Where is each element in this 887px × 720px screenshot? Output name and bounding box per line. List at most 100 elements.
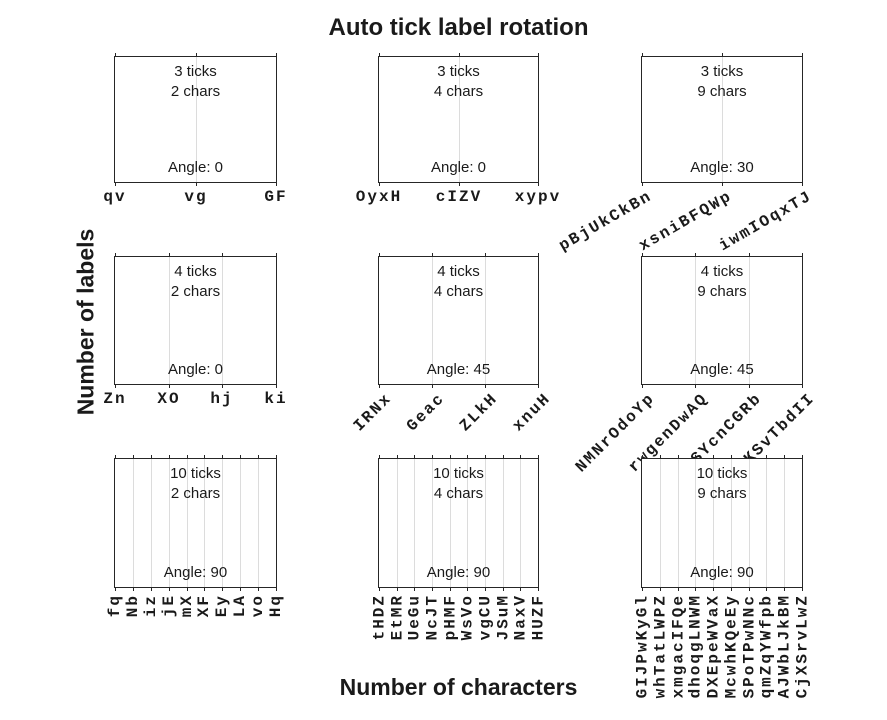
tick-mark [642,455,643,459]
tick-mark [276,53,277,57]
tick-mark [713,455,714,459]
x-tick-label: cIZV [435,188,483,206]
tick-mark [722,53,723,57]
x-tick-label: XF [195,594,213,618]
tick-mark [802,53,803,57]
tick-mark [379,253,380,257]
tick-mark [485,253,486,257]
tick-mark [196,182,197,186]
x-tick-label: Geac [402,389,449,436]
tick-mark [222,384,223,388]
tick-mark [133,587,134,591]
x-tick-label: xmgacIFQe [669,594,687,699]
tick-mark [642,182,643,186]
tick-mark [695,587,696,591]
tick-mark [642,53,643,57]
x-tick-label: NaxV [511,594,529,641]
tick-mark [258,587,259,591]
x-tick-label: iz [142,594,160,618]
tick-mark [169,384,170,388]
axes-r1c0: Zn XO hj ki 4 ticks 2 chars Angle: 0 [103,253,286,407]
x-gridline [240,459,241,587]
x-tick-label: OyxH [355,188,403,206]
tick-mark [432,253,433,257]
tick-mark [240,587,241,591]
annotation-char-count: 2 chars [170,283,221,300]
tick-mark [731,587,732,591]
tick-mark [802,587,803,591]
tick-mark [115,182,116,186]
x-gridline [485,257,486,384]
x-tick-label: NcJT [423,594,441,641]
tick-mark [459,53,460,57]
annotation-angle: Angle: 90 [163,564,228,581]
x-tick-label: hj [210,390,234,408]
tick-mark [258,455,259,459]
tick-mark [538,253,539,257]
x-tick-label: Ey [213,594,231,618]
x-gridline [731,459,732,587]
tick-mark [485,587,486,591]
axes-r2c1: tHDZ EtMR UeGu NcJT pHMF WsVo vgCU JSuM NaxV HUZF… [370,455,547,640]
tick-mark [414,455,415,459]
tick-mark [169,587,170,591]
x-axis-label: Number of characters [339,674,578,700]
tick-mark [802,182,803,186]
x-tick-label: tHDZ [370,594,388,641]
annotation-char-count: 2 chars [170,485,221,502]
x-gridline [204,459,205,587]
tick-mark [749,455,750,459]
axes-r2c0: fq Nb iz jE mX XF Ey LA vo Hq 10 ticks 2 chars Angle… [106,455,285,617]
tick-mark [432,384,433,388]
x-gridline [450,459,451,587]
x-gridline [151,459,152,587]
tick-mark [731,455,732,459]
x-tick-label: CjXSrvLwZ [793,594,811,699]
annotation-tick-count: 4 ticks [174,263,217,280]
x-gridline [695,257,696,384]
annotation-tick-count: 3 ticks [437,63,480,80]
x-tick-label: qv [103,188,127,206]
x-tick-label: Nb [124,594,142,618]
annotation-char-count: 9 chars [697,485,747,502]
tick-mark [467,587,468,591]
tick-mark [450,587,451,591]
annotation-char-count: 9 chars [697,83,747,100]
x-tick-label: xnuH [508,389,555,436]
x-tick-label: XO [157,390,181,408]
x-tick-label: qmZqYWfpb [757,594,775,699]
x-gridline [713,459,714,587]
annotation-angle: Angle: 0 [167,159,224,176]
x-tick-label: GF [264,188,288,206]
x-tick-label: vgCU [476,594,494,641]
tick-mark [538,182,539,186]
annotation-tick-count: 10 ticks [696,465,748,482]
tick-mark [276,253,277,257]
tick-mark [642,384,643,388]
axes-r0c2: pBjUkCkBn xsniBFQWp iwmIOqxTJ 3 ticks 9 char… [556,53,815,255]
x-tick-label: UeGu [405,594,423,641]
tick-mark [467,455,468,459]
annotation-char-count: 2 chars [170,83,221,100]
tick-mark [379,384,380,388]
x-gridline [749,257,750,384]
tick-mark [276,182,277,186]
tick-mark [642,587,643,591]
tick-mark [520,455,521,459]
tick-mark [204,587,205,591]
annotation-tick-count: 10 ticks [170,465,221,482]
x-gridline [169,459,170,587]
tick-mark [276,587,277,591]
tick-mark [802,455,803,459]
tick-mark [115,455,116,459]
annotation-tick-count: 10 ticks [433,465,484,482]
x-gridline [414,459,415,587]
tick-mark [660,455,661,459]
x-gridline [766,459,767,587]
annotation-angle: Angle: 0 [430,159,487,176]
x-gridline [187,459,188,587]
x-gridline [695,459,696,587]
tick-mark [538,384,539,388]
tick-mark [695,253,696,257]
tick-mark [784,587,785,591]
